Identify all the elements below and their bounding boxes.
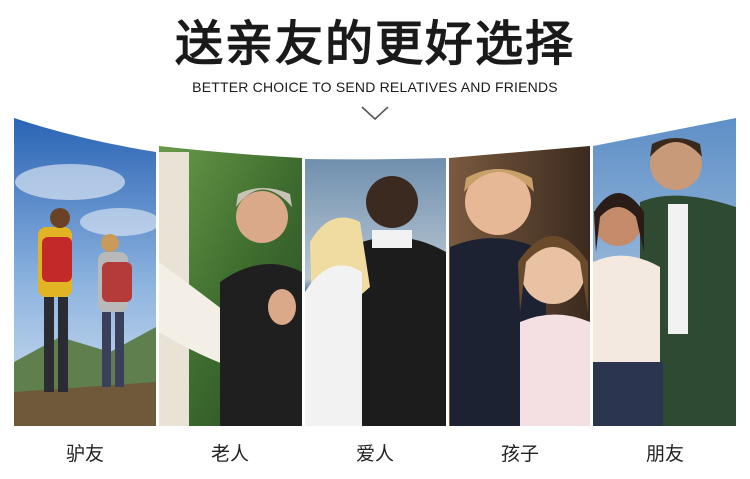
photo-elderly — [159, 146, 302, 426]
label-travel-friends: 驴友 — [65, 443, 104, 465]
page-subtitle: BETTER CHOICE TO SEND RELATIVES AND FRIE… — [192, 79, 558, 95]
label-elderly: 老人 — [210, 443, 249, 465]
photo-gallery — [14, 118, 736, 426]
page-title: 送亲友的更好选择 — [174, 16, 575, 72]
chevron-down-icon — [361, 106, 389, 121]
label-children: 孩子 — [500, 443, 539, 465]
photo-friends — [593, 118, 736, 426]
photo-travel-friends — [14, 118, 160, 426]
category-labels: 驴友 老人 爱人 孩子 朋友 — [0, 440, 750, 470]
photo-children — [449, 146, 590, 426]
label-lovers: 爱人 — [355, 443, 394, 465]
label-friends: 朋友 — [645, 443, 684, 465]
photo-lovers — [305, 158, 446, 426]
